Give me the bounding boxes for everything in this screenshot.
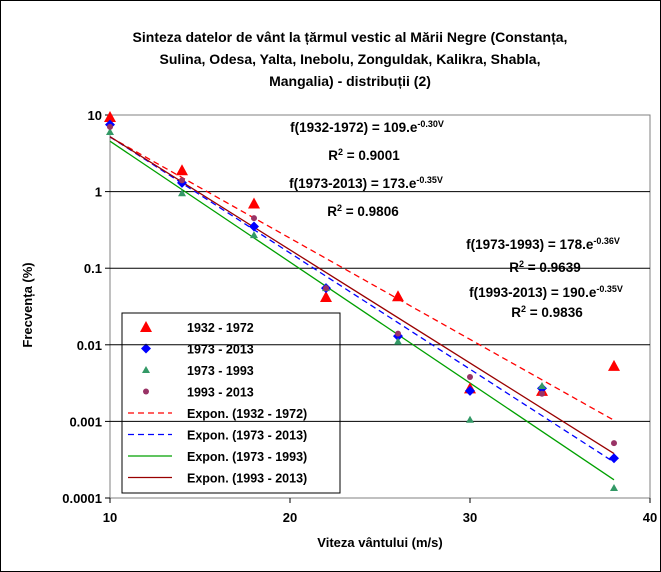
annotation-sup: -0.35V bbox=[416, 175, 443, 185]
annotation-sup: 2 bbox=[338, 147, 343, 157]
marker bbox=[250, 231, 258, 239]
marker bbox=[176, 164, 188, 176]
annotation: f(1932-1972) = 109.e-0.30V bbox=[290, 119, 444, 135]
marker bbox=[249, 221, 259, 232]
marker bbox=[539, 390, 545, 397]
annotation-text: R bbox=[509, 260, 519, 275]
annotation-text: R bbox=[511, 305, 521, 320]
annotation-text: R bbox=[327, 204, 337, 219]
annotation-text: = 0.9806 bbox=[342, 204, 399, 219]
chart-title: Mangalia) - distribuții (2) bbox=[269, 73, 431, 89]
marker bbox=[142, 366, 150, 373]
y-tick-label: 1 bbox=[95, 185, 102, 200]
x-tick-label: 10 bbox=[103, 510, 117, 525]
chart-title: Sulina, Odesa, Yalta, Inebolu, Zonguldak… bbox=[160, 51, 541, 67]
marker bbox=[538, 381, 546, 389]
annotation: R2 = 0.9639 bbox=[509, 259, 580, 275]
annotation-text: R bbox=[328, 148, 338, 163]
annotation-text: = 0.9639 bbox=[524, 260, 581, 275]
marker bbox=[141, 343, 151, 354]
legend-label: Expon. (1993 - 2013) bbox=[187, 472, 307, 486]
legend-label: Expon. (1973 - 1993) bbox=[187, 450, 307, 464]
legend-label: 1973 - 2013 bbox=[187, 343, 254, 357]
trendline bbox=[109, 136, 615, 455]
legend-box bbox=[121, 312, 341, 494]
marker bbox=[467, 373, 473, 380]
annotation-sup: -0.35V bbox=[596, 284, 623, 294]
marker bbox=[611, 440, 617, 447]
marker bbox=[466, 415, 474, 423]
annotation-text: f(1973-1993) = 178.e bbox=[466, 237, 594, 252]
annotation: f(1993-2013) = 190.e-0.35V bbox=[469, 284, 623, 300]
legend-label: 1993 - 2013 bbox=[187, 386, 254, 400]
annotation: R2 = 0.9836 bbox=[511, 304, 583, 320]
annotation-text: f(1993-2013) = 190.e bbox=[469, 285, 597, 300]
y-tick-label: 0.1 bbox=[84, 261, 102, 276]
y-tick-label: 10 bbox=[88, 108, 102, 123]
x-axis-title: Viteza vântului (m/s) bbox=[317, 535, 442, 550]
marker bbox=[392, 290, 404, 302]
x-tick-label: 30 bbox=[463, 510, 477, 525]
annotation-sup: 2 bbox=[521, 304, 526, 314]
annotation-sup: -0.36V bbox=[593, 236, 620, 246]
marker bbox=[179, 177, 185, 184]
y-tick-label: 0.0001 bbox=[62, 491, 102, 506]
annotation-text: = 0.9836 bbox=[526, 305, 583, 320]
annotation-sup: 2 bbox=[337, 203, 342, 213]
trendline bbox=[109, 136, 615, 421]
annotation-text: f(1973-2013) = 173.e bbox=[289, 176, 417, 191]
annotation-sup: -0.30V bbox=[417, 119, 444, 129]
marker bbox=[107, 123, 113, 130]
marker bbox=[394, 337, 402, 345]
marker bbox=[395, 330, 401, 337]
chart-title: Sinteza datelor de vânt la țărmul vestic… bbox=[133, 29, 568, 45]
legend-label: Expon. (1932 - 1972) bbox=[187, 407, 307, 421]
marker bbox=[104, 111, 116, 123]
marker bbox=[608, 359, 620, 371]
marker bbox=[140, 321, 152, 332]
y-axis-title: Frecvența (%) bbox=[20, 262, 35, 347]
marker bbox=[178, 189, 186, 197]
marker bbox=[106, 127, 114, 135]
annotation: R2 = 0.9806 bbox=[327, 203, 399, 219]
annotation: R2 = 0.9001 bbox=[328, 147, 400, 163]
legend: 1932 - 1972 1973 - 2013 1973 - 1993 1993 - … bbox=[121, 312, 341, 494]
legend-label: 1973 - 1993 bbox=[187, 364, 254, 378]
x-tick-label: 20 bbox=[283, 510, 297, 525]
trendline bbox=[109, 140, 615, 481]
marker bbox=[143, 388, 149, 395]
annotation: f(1973-1993) = 178.e-0.36V bbox=[466, 236, 620, 252]
annotation: f(1973-2013) = 173.e-0.35V bbox=[289, 175, 443, 191]
marker bbox=[323, 285, 329, 292]
marker bbox=[465, 385, 475, 396]
legend-label: Expon. (1973 - 2013) bbox=[187, 429, 307, 443]
legend-label: 1932 - 1972 bbox=[187, 321, 254, 335]
y-tick-label: 0.001 bbox=[69, 414, 102, 429]
marker bbox=[320, 291, 332, 303]
marker bbox=[610, 484, 618, 492]
marker bbox=[609, 453, 619, 464]
annotation-text: f(1932-1972) = 109.e bbox=[290, 120, 418, 135]
annotation-text: = 0.9001 bbox=[343, 148, 400, 163]
y-tick-label: 0.01 bbox=[77, 338, 102, 353]
marker bbox=[251, 215, 257, 222]
x-tick-label: 40 bbox=[643, 510, 657, 525]
marker bbox=[248, 197, 260, 209]
annotation-sup: 2 bbox=[519, 259, 524, 269]
